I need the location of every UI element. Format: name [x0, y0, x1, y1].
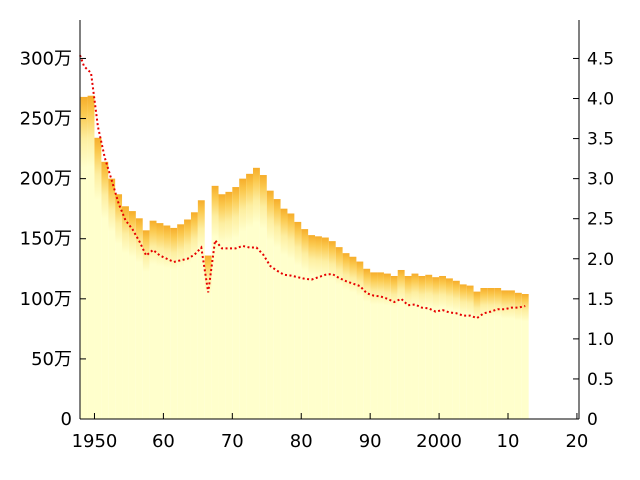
bar-1974: [259, 175, 267, 419]
bar-2012: [521, 294, 529, 419]
right-tick-label: 2.5: [587, 210, 614, 230]
rate-line: [79, 54, 526, 320]
bar-1988: [356, 261, 364, 419]
bar-1979: [294, 221, 302, 419]
bar-1991: [377, 272, 384, 419]
right-tick-label: 1.5: [587, 290, 614, 310]
bar-1986: [342, 253, 350, 419]
bar-1967: [211, 185, 219, 419]
bar-1977: [280, 208, 288, 419]
bar-1985: [335, 247, 343, 419]
bar-1999: [432, 277, 440, 419]
bar-1968: [218, 194, 226, 419]
x-tick-label: 1950: [72, 431, 118, 452]
bar-2005: [473, 291, 481, 419]
bar-1966: [204, 255, 212, 419]
left-tick-label: 0: [61, 409, 72, 430]
bar-1958: [149, 220, 157, 419]
right-tick-label: 3.5: [587, 130, 614, 150]
right-tick-label: 3.0: [587, 170, 614, 190]
x-tick-label: 20: [565, 431, 588, 452]
x-tick-label: 80: [290, 431, 313, 452]
bar-1961: [170, 227, 178, 419]
bar-1984: [328, 241, 336, 419]
bar-2009: [501, 290, 509, 419]
bar-1987: [349, 256, 357, 419]
bar-1963: [184, 219, 191, 419]
right-tick-label: 2.0: [587, 250, 614, 270]
x-tick-label: 2000: [416, 431, 462, 452]
bar-1957: [142, 230, 150, 419]
right-tick-label: 4.0: [587, 90, 614, 110]
bar-1982: [315, 236, 322, 419]
bar-2000: [439, 275, 446, 419]
bar-2004: [466, 285, 474, 419]
bar-1978: [287, 213, 295, 419]
right-tick-label: 4.5: [587, 49, 614, 69]
bar-1994: [397, 269, 405, 419]
bar-series: [80, 95, 529, 420]
right-tick-label: 0: [587, 410, 598, 430]
bar-1964: [190, 212, 198, 419]
bar-2008: [494, 288, 502, 419]
axes: [79, 20, 580, 420]
bar-1976: [273, 199, 281, 419]
bar-2006: [480, 288, 488, 419]
bar-1996: [411, 273, 419, 419]
bar-1959: [156, 223, 164, 419]
bar-2002: [452, 280, 460, 419]
x-tick-label: 10: [497, 431, 520, 452]
bar-1992: [383, 273, 391, 419]
bar-1973: [253, 167, 260, 419]
bar-2010: [508, 290, 515, 419]
bar-1953: [115, 194, 123, 419]
x-tick-label: 70: [221, 431, 244, 452]
bar-1955: [128, 211, 136, 419]
bar-1993: [390, 275, 398, 419]
bar-1972: [246, 173, 253, 419]
left-tick-label: 200万: [20, 169, 72, 190]
bar-2007: [487, 288, 495, 419]
left-tick-label: 100万: [20, 289, 72, 310]
bar-1960: [163, 225, 171, 419]
bar-2003: [459, 284, 467, 419]
tick-labels: 1950 60 70 80 90 2000 10 20050万100万150万200万250万…: [20, 48, 614, 452]
bar-1948: [80, 96, 88, 420]
bar-1951: [101, 161, 109, 419]
bar-1956: [135, 218, 143, 419]
right-tick-label: 0.5: [587, 370, 614, 390]
bar-1990: [370, 272, 378, 419]
bar-1970: [232, 187, 240, 419]
bar-1962: [177, 224, 185, 419]
left-tick-label: 150万: [20, 229, 72, 250]
x-tick-label: 60: [152, 431, 175, 452]
bar-1950: [94, 137, 102, 419]
bar-1954: [122, 206, 129, 419]
bar-1989: [363, 268, 371, 419]
bar-1969: [225, 191, 233, 419]
bar-1981: [308, 235, 316, 419]
left-tick-label: 300万: [20, 48, 72, 69]
bar-1997: [418, 275, 426, 419]
bar-1995: [404, 275, 412, 419]
bar-1998: [425, 274, 433, 419]
bar-1965: [197, 200, 205, 419]
bar-1949: [87, 95, 95, 420]
bar-1971: [239, 178, 247, 419]
bar-1983: [321, 237, 329, 419]
bar-1952: [108, 178, 116, 419]
left-tick-label: 250万: [20, 109, 72, 130]
right-tick-label: 1.0: [587, 330, 614, 350]
x-tick-label: 90: [359, 431, 382, 452]
bar-2011: [514, 292, 522, 419]
bar-1975: [266, 190, 274, 419]
line-series: [79, 54, 526, 320]
bar-2001: [445, 278, 453, 419]
left-tick-label: 50万: [31, 349, 72, 370]
bar-1980: [301, 229, 309, 419]
